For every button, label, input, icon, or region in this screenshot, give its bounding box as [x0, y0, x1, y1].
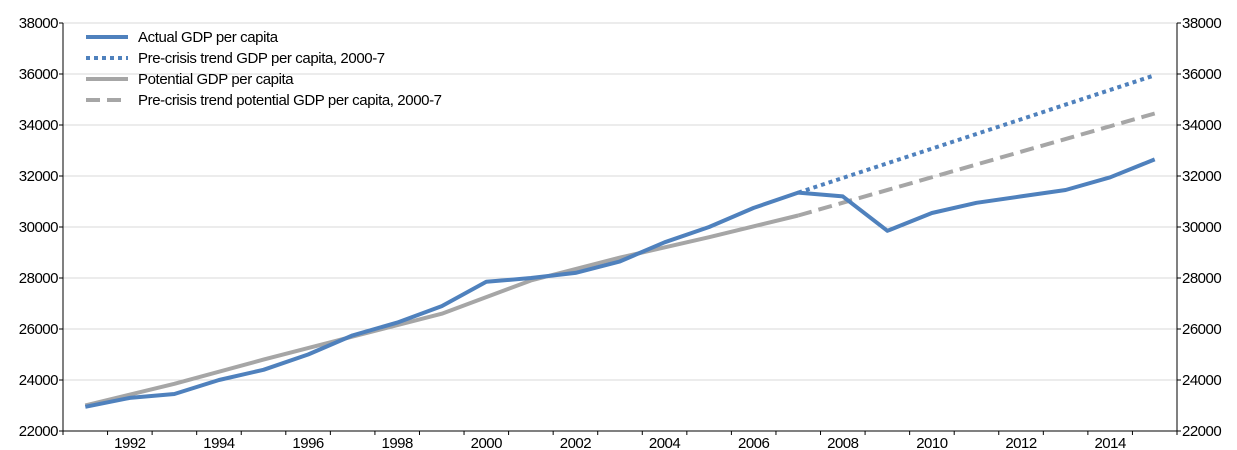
x-tick-label: 2010	[916, 435, 948, 450]
y-axis-left: 22000 24000 26000 28000 30000 32000 34000 36000…	[19, 15, 59, 440]
y-tick-label-left: 38000	[19, 15, 58, 32]
legend: Actual GDP per capita Pre-crisis trend GD…	[86, 29, 442, 109]
series-lines	[84, 73, 1156, 409]
legend-label-2: Potential GDP per capita	[138, 71, 294, 88]
y-tick-label-left: 34000	[19, 117, 58, 134]
y-tick-label-right: 38000	[1182, 15, 1221, 32]
y-tick-label-right: 24000	[1182, 372, 1221, 389]
axes	[59, 22, 1181, 435]
series-line-0	[84, 157, 1156, 409]
x-tick-label: 2008	[827, 435, 859, 450]
series-line-3	[797, 111, 1156, 218]
x-tick-label: 2000	[471, 435, 503, 450]
y-tick-label-left: 36000	[19, 66, 58, 83]
y-tick-label-left: 28000	[19, 270, 58, 287]
x-tick-label: 1998	[382, 435, 414, 450]
y-tick-label-right: 34000	[1182, 117, 1221, 134]
y-tick-label-left: 22000	[19, 423, 58, 440]
series-line-2	[84, 213, 799, 408]
gridlines	[63, 22, 1177, 381]
y-tick-label-left: 24000	[19, 372, 58, 389]
legend-label-3: Pre-crisis trend potential GDP per capit…	[138, 92, 442, 109]
y-tick-label-left: 32000	[19, 168, 58, 185]
x-tick-label: 1994	[203, 435, 235, 450]
x-tick-label: 2006	[738, 435, 770, 450]
x-axis: 1992 1994 1996 1998 2000 2002 2004 2006 2008 2010…	[114, 435, 1126, 450]
x-tick-label: 2012	[1005, 435, 1037, 450]
y-tick-label-right: 22000	[1182, 423, 1221, 440]
x-tick-label: 1992	[114, 435, 146, 450]
y-tick-label-right: 30000	[1182, 219, 1221, 236]
legend-label-1: Pre-crisis trend GDP per capita, 2000-7	[138, 50, 385, 67]
y-tick-label-right: 36000	[1182, 66, 1221, 83]
x-tick-label: 1996	[292, 435, 324, 450]
y-tick-label-right: 26000	[1182, 321, 1221, 338]
x-tick-label: 2002	[560, 435, 592, 450]
x-tick-label: 2004	[649, 435, 681, 450]
x-tick-label: 2014	[1094, 435, 1126, 450]
y-tick-label-right: 32000	[1182, 168, 1221, 185]
legend-label-0: Actual GDP per capita	[138, 29, 279, 46]
y-tick-label-left: 26000	[19, 321, 58, 338]
y-tick-label-left: 30000	[19, 219, 58, 236]
y-tick-label-right: 28000	[1182, 270, 1221, 287]
y-axis-right: 22000 24000 26000 28000 30000 32000 34000 36000…	[1182, 15, 1222, 440]
series-line-1	[797, 73, 1156, 195]
